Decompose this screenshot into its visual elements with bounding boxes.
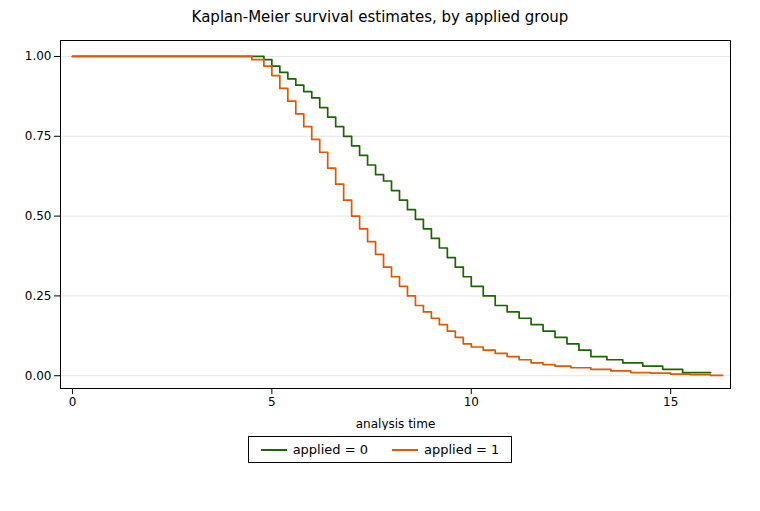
svg-text:0.00: 0.00 — [25, 369, 52, 383]
svg-text:1.00: 1.00 — [25, 49, 52, 63]
svg-text:analysis time: analysis time — [356, 417, 436, 431]
html-text:applied = 1: applied = 1 — [424, 442, 500, 457]
svg-text:0.25: 0.25 — [25, 289, 52, 303]
svg-text:0: 0 — [69, 395, 77, 409]
svg-text:5: 5 — [268, 395, 276, 409]
svg-text:10: 10 — [464, 395, 479, 409]
html-text:Kaplan-Meier survival estimate: Kaplan-Meier survival estimates, by appl… — [191, 8, 569, 26]
svg-text:0.50: 0.50 — [25, 209, 52, 223]
html-text:applied = 0: applied = 0 — [292, 442, 368, 457]
svg-text:15: 15 — [663, 395, 678, 409]
svg-text:0.75: 0.75 — [25, 129, 52, 143]
